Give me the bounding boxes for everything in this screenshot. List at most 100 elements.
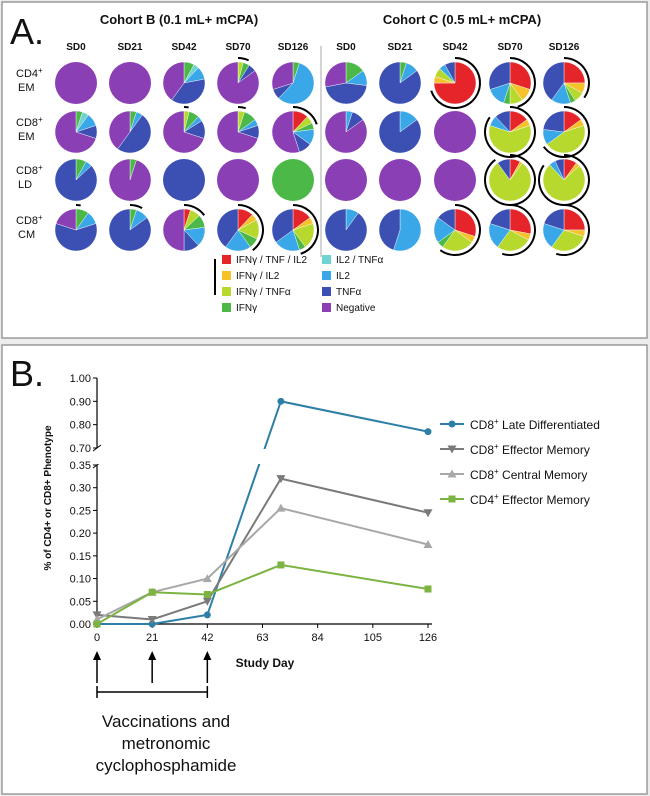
pie-slice — [434, 111, 476, 153]
data-point — [424, 428, 432, 436]
legend-swatch-tnf — [322, 287, 331, 296]
polyfunctional-arc — [501, 204, 536, 256]
legend-label: IFNγ / TNFα — [236, 287, 291, 298]
panel-b-frame — [1, 344, 648, 795]
pie-slice — [434, 159, 476, 201]
y-tick-label: 0.80 — [70, 420, 91, 432]
pie-slice — [497, 229, 529, 252]
data-point — [202, 574, 212, 583]
vaccination-annotation: Vaccinations and metronomic cyclophosphami… — [93, 651, 236, 775]
pie-chart — [379, 159, 421, 201]
column-header-sd42: SD42 — [171, 42, 196, 53]
line-chart: 0.00 0.05 0.10 0.15 0.20 0.25 0.30 0.35 0.70 0.80… — [43, 373, 600, 670]
pie-slice — [563, 61, 586, 84]
pie-chart — [433, 204, 481, 256]
polyfunctional-arc — [430, 57, 481, 109]
data-point — [148, 620, 156, 628]
pie-chart — [217, 159, 259, 201]
series-cd8-late-differentiated — [93, 397, 432, 628]
pie-slice — [271, 61, 294, 90]
pie-chart — [378, 208, 422, 252]
polyfunctional-arc — [237, 106, 247, 110]
pie-slice — [442, 229, 473, 252]
polyfunctional-arc — [542, 106, 590, 158]
legend-swatch-il2-tnf — [322, 255, 331, 264]
pie-chart — [488, 57, 536, 108]
data-point — [203, 611, 211, 619]
arrow-head-icon — [203, 651, 212, 660]
polyfunctional-arc — [292, 204, 319, 255]
pie-slice — [109, 62, 151, 104]
legend-label: CD8+ Late Differentiated — [470, 417, 600, 432]
data-point — [448, 495, 456, 503]
x-axis-title: Study Day — [236, 656, 295, 670]
pie-slice — [271, 110, 300, 154]
pie-slice — [216, 110, 259, 154]
annotation-line: cyclophosphamide — [96, 756, 237, 775]
panel-a-letter: A. — [10, 11, 44, 52]
x-tick-label: 63 — [256, 632, 268, 644]
y-tick-label: 0.30 — [70, 483, 91, 495]
row-label-cd8-ld: CD8+ — [16, 163, 43, 177]
pie-slice — [162, 110, 205, 154]
pie-slice — [325, 159, 367, 201]
pie-slice — [217, 159, 259, 201]
pie-chart — [54, 110, 98, 154]
legend-label: Negative — [336, 303, 376, 314]
data-point — [147, 615, 157, 624]
y-tick-label: 1.00 — [70, 373, 91, 385]
pie-slice — [272, 159, 314, 201]
pie-chart — [542, 57, 590, 105]
axis-break-gap — [98, 449, 433, 464]
x-tick-label: 21 — [146, 632, 158, 644]
legend-label: IFNγ / TNF / IL2 — [236, 255, 308, 266]
pie-slice — [162, 61, 185, 101]
pie-chart — [324, 208, 368, 252]
legend-swatch-ifn-tnf-il2 — [222, 255, 231, 264]
polyfunctional-arc — [237, 204, 264, 252]
pie-chart — [538, 154, 590, 206]
data-point — [276, 503, 286, 512]
column-header-sd42: SD42 — [442, 42, 467, 53]
pie-chart — [55, 62, 97, 104]
legend-swatch-ifn — [222, 303, 231, 312]
polyfunctional-arc — [563, 57, 590, 99]
pie-chart — [484, 106, 536, 158]
x-tick-label: 0 — [94, 632, 100, 644]
pie-chart — [108, 204, 152, 252]
pie-slice — [542, 164, 586, 202]
y-tick-label: 0.00 — [70, 619, 91, 631]
line-legend-item: CD8+ Central Memory — [440, 467, 587, 482]
column-header-sd126: SD126 — [278, 42, 309, 53]
y-axis-title: % of CD4+ or CD8+ Phenotype — [43, 425, 54, 570]
data-point — [277, 561, 285, 569]
pie-chart — [378, 61, 422, 105]
pie-chart — [378, 110, 422, 154]
pie-chart — [434, 159, 476, 201]
polyfunctional-arc — [509, 57, 536, 108]
column-header-sd70: SD70 — [497, 42, 522, 53]
pie-chart — [162, 61, 206, 105]
pie-slice — [216, 61, 260, 105]
pie-slice — [325, 82, 368, 105]
cytokine-legend: IFNγ / TNF / IL2 IFNγ / IL2 IFNγ / TNFα IFN… — [214, 255, 383, 314]
pie-chart — [108, 158, 152, 202]
pie-slice — [378, 110, 422, 154]
pie-chart — [324, 110, 368, 154]
pie-chart — [271, 106, 318, 154]
data-point — [93, 620, 101, 628]
legend-swatch-negative — [322, 303, 331, 312]
row-label-cd8-em: CD8+ — [16, 115, 43, 129]
pie-slice — [108, 158, 152, 202]
panel-b-letter: B. — [10, 353, 44, 394]
pie-slice — [495, 110, 511, 133]
row-label-subset: EM — [18, 131, 35, 143]
polyfunctional-arc — [237, 57, 250, 62]
pie-slice — [489, 208, 511, 231]
x-tick-label: 126 — [419, 632, 437, 644]
pie-slice — [433, 61, 477, 105]
x-tick-label: 84 — [312, 632, 324, 644]
panel-a-frame — [1, 1, 648, 339]
pie-chart — [484, 154, 536, 206]
